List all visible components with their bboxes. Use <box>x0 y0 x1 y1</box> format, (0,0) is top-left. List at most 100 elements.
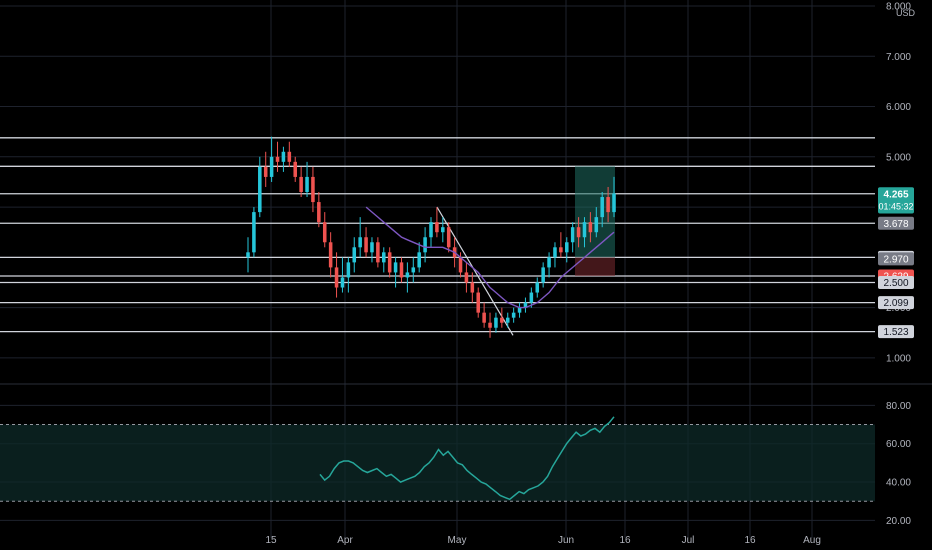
candle-body <box>600 197 604 218</box>
candle-body <box>287 151 292 162</box>
candle <box>417 242 421 273</box>
candle <box>429 217 433 248</box>
candle-body <box>470 282 475 293</box>
candle <box>535 277 540 298</box>
candle-body <box>446 227 451 248</box>
candle-body <box>340 277 345 288</box>
candle <box>606 186 610 223</box>
candle-body <box>399 262 404 278</box>
candle <box>411 257 416 283</box>
candle <box>488 312 492 338</box>
candle-body <box>364 237 368 253</box>
candle <box>423 227 427 263</box>
candle <box>258 156 262 218</box>
candle-body <box>317 202 321 223</box>
time-tick-label: Apr <box>337 535 353 546</box>
candle <box>246 237 250 273</box>
loss-zone[interactable] <box>575 257 615 277</box>
candle <box>364 227 368 258</box>
price-badge-label: 2.500 <box>883 278 908 289</box>
candle-body <box>246 252 250 258</box>
candle <box>311 166 315 213</box>
candle-body <box>606 197 610 213</box>
candle-body <box>411 267 416 273</box>
candle-body <box>476 292 480 313</box>
candle-body <box>553 247 557 258</box>
candle <box>553 242 557 268</box>
candle <box>529 287 534 308</box>
candle <box>405 262 410 293</box>
moving-average <box>365 206 615 309</box>
candle-body <box>565 242 569 253</box>
horizontal-levels[interactable] <box>0 137 875 333</box>
candle-body <box>494 317 498 328</box>
price-badge-bg <box>878 252 914 266</box>
candle <box>340 257 345 293</box>
candle-body <box>393 262 398 273</box>
time-axis[interactable]: 15 Apr May Jun 16 Jul 16 Aug <box>265 535 820 546</box>
candle-body <box>322 222 327 243</box>
candle-body <box>458 257 463 273</box>
candle <box>382 247 386 273</box>
price-tick-label: 1.000 <box>886 353 911 364</box>
price-badge-bg <box>878 187 914 201</box>
candle <box>281 146 286 172</box>
candle <box>576 217 581 248</box>
time-tick-label: Jul <box>682 535 695 546</box>
price-badge-label: 3.678 <box>883 219 908 230</box>
price-badge: 2.500 <box>878 275 914 289</box>
candle-body <box>429 222 433 238</box>
candle <box>541 262 545 288</box>
candle <box>588 212 593 243</box>
candle-body <box>275 156 280 162</box>
candle-body <box>488 322 492 328</box>
oscillator-tick-label: 60.00 <box>886 439 911 450</box>
candle-body <box>517 307 522 313</box>
time-tick-label: Jun <box>558 535 574 546</box>
candle-body <box>576 227 581 238</box>
price-tick-label: 6.000 <box>886 102 911 113</box>
candle-body <box>511 312 516 318</box>
time-tick-label: May <box>448 535 467 546</box>
band-fill <box>0 424 875 502</box>
price-tick-label: 5.000 <box>886 152 911 163</box>
candle <box>269 136 274 182</box>
candle-body <box>417 252 421 268</box>
price-badge: 4.265 <box>878 187 914 201</box>
candle <box>547 252 551 278</box>
candle-body <box>523 302 528 308</box>
candle-body <box>559 247 563 253</box>
candle-body <box>612 193 616 213</box>
candle <box>322 212 327 248</box>
candle <box>305 161 309 198</box>
candle-body <box>505 317 510 323</box>
candle-body <box>441 227 445 233</box>
candle-body <box>594 217 599 233</box>
candle-body <box>423 237 427 253</box>
candle <box>559 232 563 258</box>
candle-body <box>352 247 357 263</box>
candle <box>476 287 480 318</box>
candle <box>441 217 445 243</box>
oscillator-band <box>0 424 875 502</box>
time-tick-label: Aug <box>803 535 821 546</box>
candle-body <box>293 161 297 177</box>
candle <box>565 237 569 263</box>
candle-body <box>582 222 587 238</box>
price-tick-label: 8.000 <box>886 2 911 13</box>
candle <box>600 192 604 228</box>
price-tick-label: 7.000 <box>886 52 911 63</box>
candle <box>358 217 362 258</box>
candle-body <box>435 222 439 233</box>
candle <box>376 237 380 268</box>
time-tick-label: 16 <box>744 535 756 546</box>
price-badges: 4.27001:45:324.2653.6783.0002.9702.6292.… <box>878 187 914 339</box>
candle-body <box>334 267 339 288</box>
candle-body <box>588 222 593 233</box>
candle-body <box>358 237 362 248</box>
time-tick-label: 15 <box>265 535 277 546</box>
candle <box>346 257 351 293</box>
candle <box>505 312 510 328</box>
candle-body <box>263 166 268 177</box>
